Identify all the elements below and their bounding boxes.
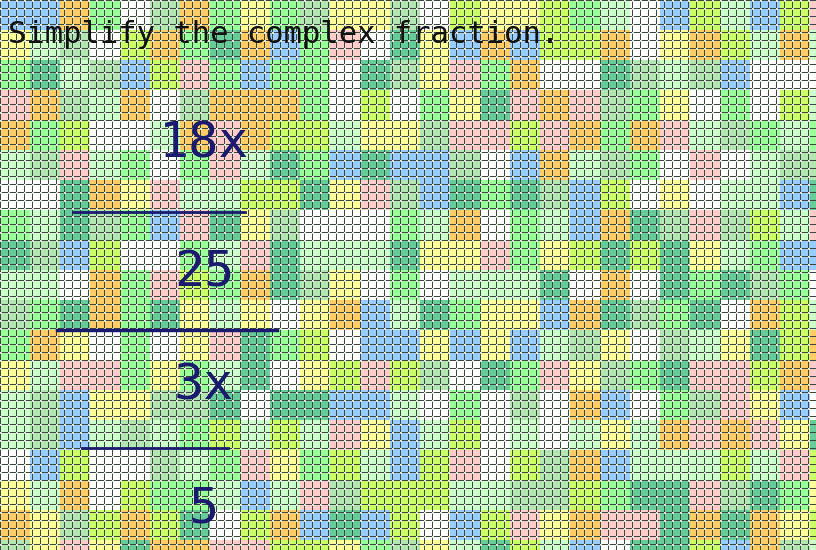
- Text: Simplify the complex fraction.: Simplify the complex fraction.: [8, 20, 559, 49]
- Text: 3x: 3x: [174, 361, 234, 409]
- Text: 25: 25: [174, 248, 234, 296]
- Text: 5: 5: [189, 485, 219, 533]
- Text: 18x: 18x: [159, 119, 249, 167]
